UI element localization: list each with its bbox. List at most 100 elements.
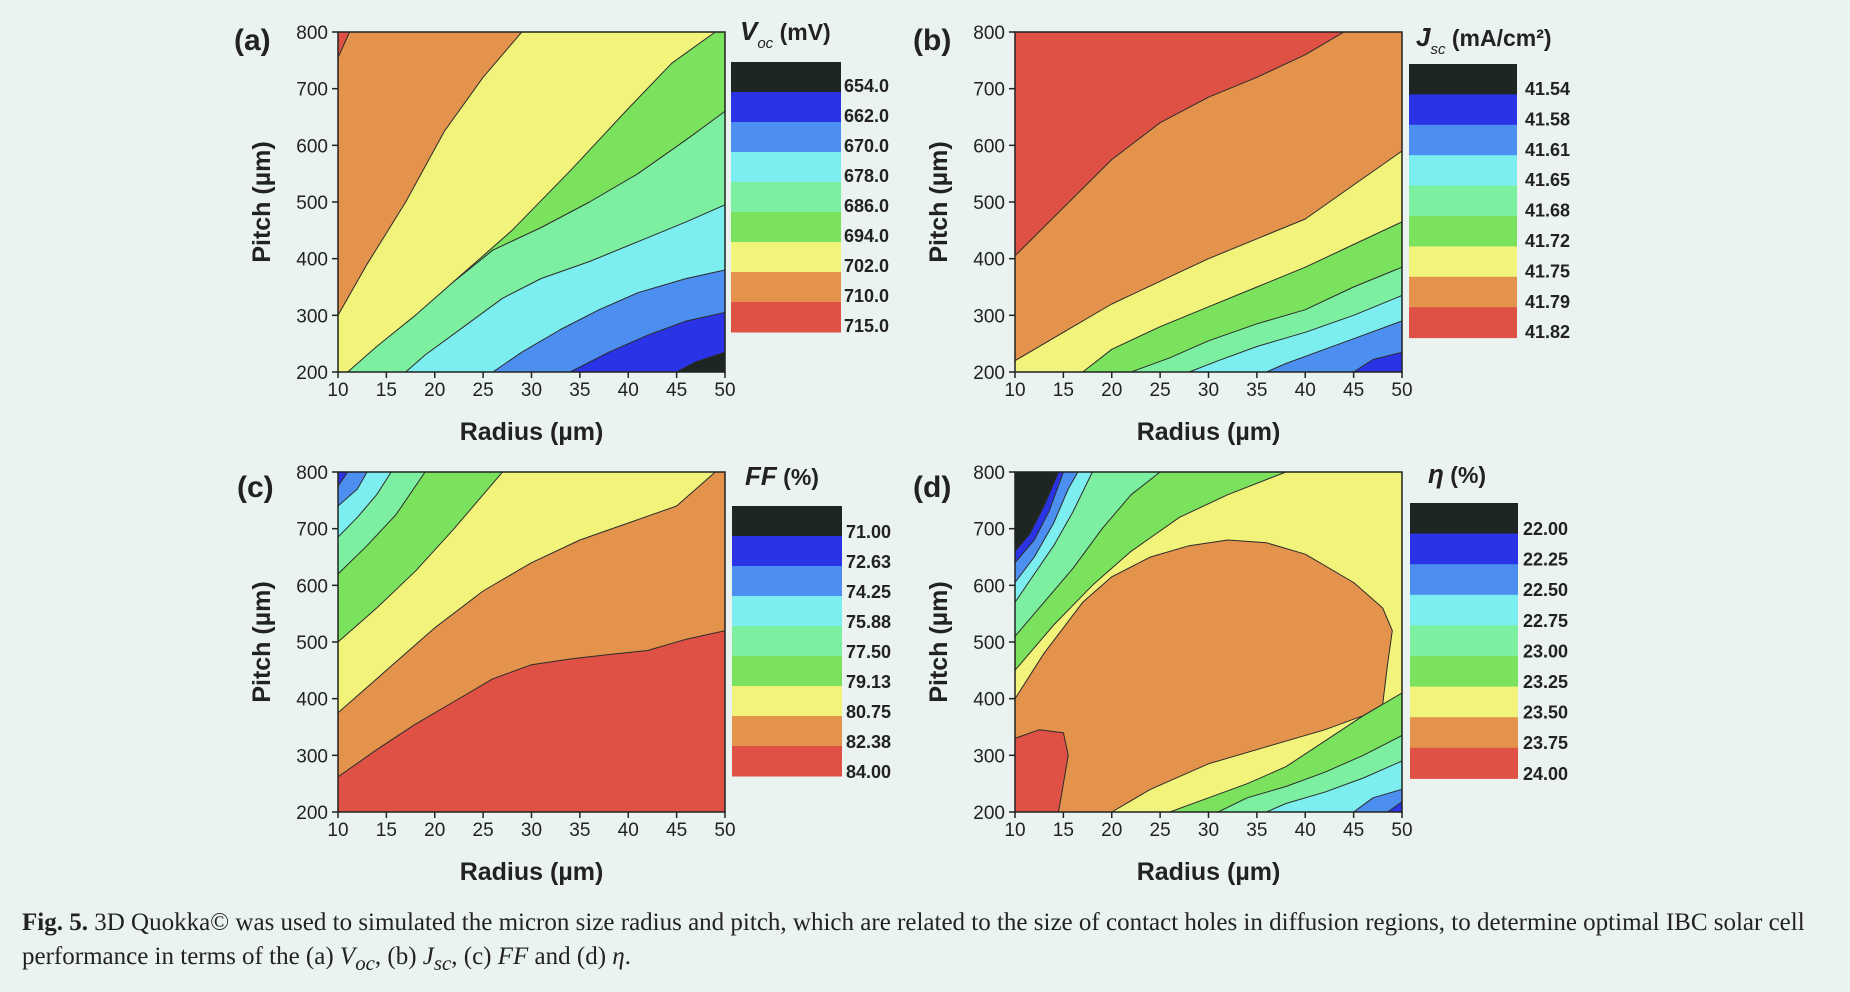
- x-tick-label: 35: [569, 820, 590, 841]
- contour-region-orange: [338, 32, 523, 316]
- legend-band-mid_blue: [731, 122, 841, 153]
- contour-region-mid_blue: [1266, 320, 1402, 372]
- x-tick-label: 15: [376, 380, 397, 401]
- contour-regions: [1015, 472, 1402, 812]
- y-tick-label: 800: [973, 463, 1005, 484]
- x-axis-label: Radius (µm): [1137, 418, 1281, 446]
- legend-band-light_green: [732, 626, 842, 657]
- legend-band-red: [1410, 747, 1518, 779]
- caption-text-4: and (d): [528, 943, 613, 970]
- legend-title-subscript: sc: [1430, 41, 1446, 58]
- legend-band-blue: [731, 92, 841, 123]
- contour-regions: [338, 472, 725, 812]
- legend-label: 715.0: [844, 316, 889, 336]
- x-tick-label: 45: [666, 380, 687, 401]
- y-axis-label: Pitch (µm): [925, 141, 953, 262]
- legend-band-yellow: [732, 686, 842, 717]
- contour-region-black: [1015, 472, 1059, 552]
- caption-text-1: 3D Quokka© was used to simulated the mic…: [22, 909, 1805, 970]
- x-axis-label: Radius (µm): [1137, 858, 1281, 886]
- legend-band-yellow: [1409, 246, 1517, 278]
- legend-label: 670.0: [844, 136, 889, 156]
- x-tick-label: 35: [1246, 380, 1267, 401]
- legend-label: 710.0: [844, 286, 889, 306]
- panel-label: (c): [237, 471, 274, 504]
- x-tick-label: 15: [1053, 380, 1074, 401]
- legend-label: 41.75: [1525, 261, 1570, 281]
- y-axis-label: Pitch (µm): [248, 581, 276, 702]
- y-tick-label: 500: [973, 193, 1005, 214]
- y-tick-label: 400: [973, 690, 1005, 711]
- y-axis-label: Pitch (µm): [925, 581, 953, 702]
- x-tick-label: 20: [424, 820, 445, 841]
- legend-label: 678.0: [844, 166, 889, 186]
- x-tick-label: 30: [521, 380, 542, 401]
- caption-v: V: [339, 943, 356, 970]
- x-tick-label: 20: [424, 380, 445, 401]
- caption-text-3: , (c): [451, 943, 498, 970]
- figure-svg: 10 15 20 25 30 35 40 45 50 200 300 400 500 600 700 800 R…: [234, 16, 1570, 886]
- contour-regions: [338, 32, 725, 372]
- x-tick-label: 35: [569, 380, 590, 401]
- legend-label: 22.25: [1523, 550, 1568, 570]
- x-tick-label: 50: [714, 380, 735, 401]
- x-tick-label: 30: [1198, 380, 1219, 401]
- caption-eta: η: [612, 943, 625, 970]
- x-tick-label: 25: [473, 380, 494, 401]
- legend-band-black: [1409, 64, 1517, 95]
- legend-label: 23.50: [1523, 703, 1568, 723]
- x-tick-label: 20: [1101, 380, 1122, 401]
- legend-band-green: [732, 656, 842, 687]
- legend-band-orange: [1410, 717, 1518, 749]
- x-tick-label: 40: [1295, 380, 1316, 401]
- legend-title: Jsc (mA/cm²): [1416, 22, 1552, 58]
- legend-band-black: [731, 62, 841, 93]
- y-tick-label: 800: [296, 23, 328, 44]
- legend-band-cyan: [732, 596, 842, 627]
- y-tick-label: 500: [973, 633, 1005, 654]
- legend-title-unit: (mA/cm²): [1445, 25, 1551, 51]
- y-tick-label: 400: [296, 690, 328, 711]
- x-tick-label: 25: [473, 820, 494, 841]
- contour-region-blue: [1353, 351, 1402, 372]
- y-tick-label: 800: [973, 23, 1005, 44]
- legend-band-light_green: [731, 182, 841, 213]
- y-tick-label: 200: [296, 363, 328, 384]
- x-tick-label: 10: [1004, 820, 1025, 841]
- legend-label: 23.75: [1523, 733, 1568, 753]
- contour-regions: [1015, 32, 1402, 372]
- legend-label: 71.00: [846, 522, 891, 542]
- legend-label: 82.38: [846, 732, 891, 752]
- legend-label: 41.79: [1525, 292, 1570, 312]
- legend-band-mid_blue: [1410, 564, 1518, 596]
- y-tick-label: 200: [296, 803, 328, 824]
- contour-figure: 10 15 20 25 30 35 40 45 50 200 300 400 500 600 700 800 R…: [234, 16, 1570, 886]
- x-tick-label: 45: [666, 820, 687, 841]
- y-tick-label: 300: [973, 306, 1005, 327]
- legend-band-green: [1410, 656, 1518, 688]
- legend-label: 41.58: [1525, 109, 1570, 129]
- legend-band-cyan: [1410, 594, 1518, 626]
- legend-band-green: [731, 212, 841, 243]
- legend-band-light_green: [1410, 625, 1518, 657]
- x-tick-label: 30: [521, 820, 542, 841]
- legend-label: 22.00: [1523, 519, 1568, 539]
- x-tick-label: 10: [327, 380, 348, 401]
- legend-band-red: [732, 746, 842, 777]
- panel-label: (a): [234, 24, 271, 57]
- legend-title-unit: (mV): [773, 19, 831, 45]
- contour-region-red: [338, 32, 351, 58]
- x-tick-label: 15: [376, 820, 397, 841]
- legend-title-unit: (%): [777, 464, 819, 490]
- x-tick-label: 35: [1246, 820, 1267, 841]
- y-tick-label: 700: [973, 520, 1005, 541]
- x-axis-label: Radius (µm): [460, 418, 604, 446]
- legend-band-red: [731, 302, 841, 333]
- contour-region-red: [338, 630, 725, 812]
- legend-label: 662.0: [844, 106, 889, 126]
- legend-label: 79.13: [846, 672, 891, 692]
- legend-band-cyan: [731, 152, 841, 183]
- caption-label: Fig. 5.: [22, 909, 88, 936]
- y-tick-label: 500: [296, 633, 328, 654]
- contour-region-mid_blue: [338, 472, 368, 507]
